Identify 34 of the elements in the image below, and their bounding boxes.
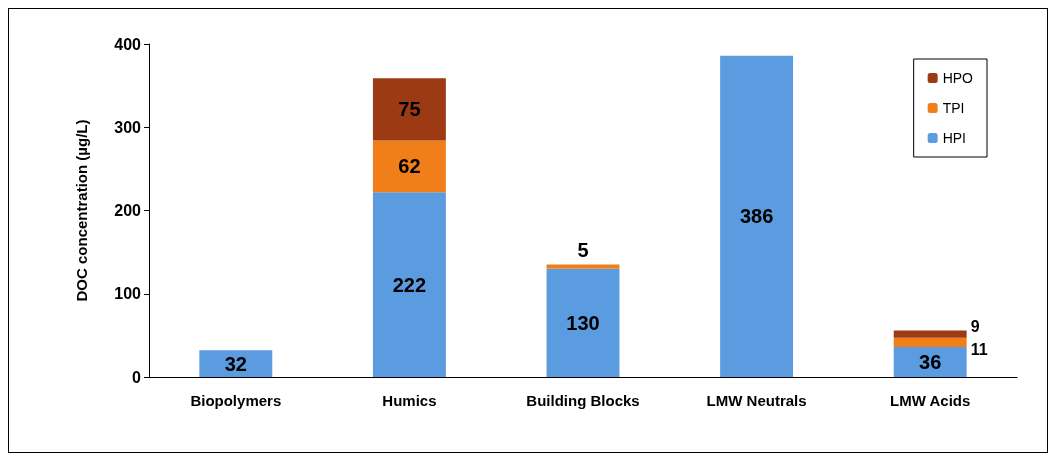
y-tick-label: 300: [114, 118, 142, 136]
bar: [720, 55, 794, 377]
bar: [546, 268, 620, 377]
data-label: 386: [739, 205, 774, 228]
data-label: 11: [970, 340, 988, 358]
y-tick-label: 400: [114, 35, 142, 53]
bar: [372, 140, 446, 193]
data-label: 9: [970, 317, 980, 335]
y-axis-title: DOC concentration (µg/L): [73, 119, 90, 302]
data-label: 5: [577, 238, 589, 261]
legend-label: HPO: [942, 70, 974, 86]
legend-label: TPI: [942, 100, 965, 116]
data-label: 222: [392, 273, 427, 296]
bar: [546, 264, 620, 269]
data-label: 36: [919, 351, 942, 374]
y-tick-label: 200: [114, 202, 142, 219]
y-tick-label: 0: [132, 368, 142, 386]
x-tick-label: LMW Acids: [890, 392, 971, 409]
y-tick-label: 100: [114, 285, 142, 303]
legend-label: HPI: [942, 130, 967, 146]
bar: [199, 350, 273, 377]
data-label: 62: [398, 155, 421, 178]
bar: [893, 347, 967, 377]
data-label: 130: [566, 311, 600, 334]
data-label: 32: [224, 352, 247, 375]
bar: [893, 330, 967, 338]
bar: [372, 78, 446, 141]
x-tick-label: Humics: [382, 392, 437, 409]
data-label: 75: [398, 98, 421, 121]
x-tick-label: Biopolymers: [190, 392, 282, 409]
x-tick-label: Building Blocks: [526, 392, 640, 409]
bar: [893, 337, 967, 348]
bar: [372, 192, 446, 377]
x-tick-label: LMW Neutrals: [706, 392, 807, 409]
